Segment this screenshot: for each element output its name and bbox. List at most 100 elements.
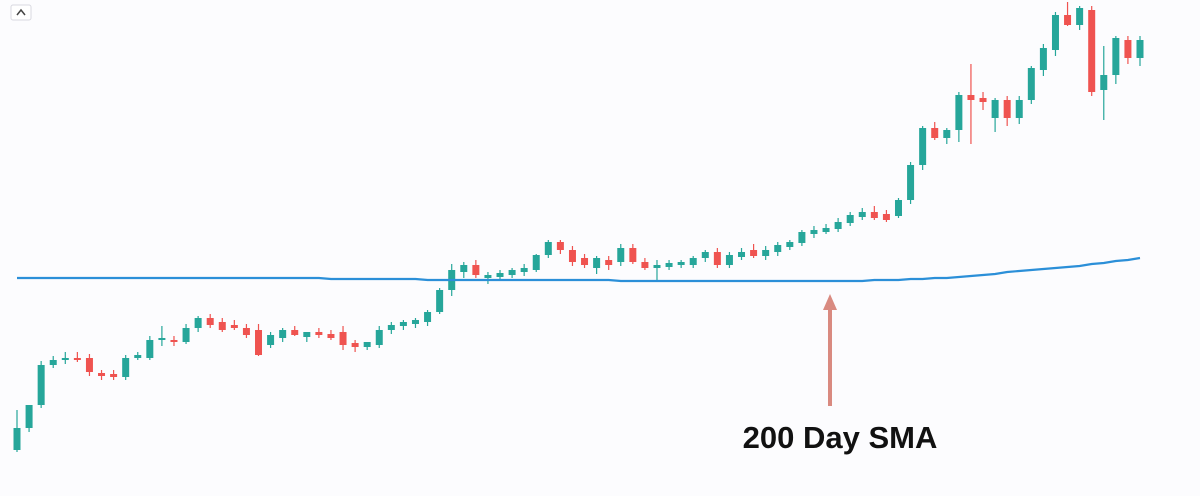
candle-body	[1100, 75, 1108, 90]
candle-body	[786, 242, 794, 247]
candle-body	[1076, 8, 1084, 25]
sma-line	[17, 256, 1141, 283]
candle-body	[484, 275, 492, 278]
collapse-button[interactable]	[10, 4, 32, 21]
candle-body	[532, 255, 540, 270]
candle-body	[351, 343, 359, 347]
candle-body	[146, 340, 154, 358]
candle-body	[653, 265, 661, 268]
candle-body	[520, 268, 528, 272]
candle-body	[979, 98, 987, 102]
candle-body	[677, 262, 685, 265]
candle-body	[568, 250, 576, 262]
candle-body	[98, 373, 106, 376]
collapse-icon	[16, 8, 26, 16]
candle-body	[194, 318, 202, 328]
candle-body	[822, 228, 830, 232]
candle-body	[230, 325, 238, 328]
candle-body	[919, 128, 927, 165]
candle-body	[1015, 100, 1023, 118]
candle-body	[858, 212, 866, 217]
candle-body	[25, 405, 33, 428]
candle-body	[496, 273, 504, 277]
candle-body	[134, 355, 142, 358]
candle-body	[61, 358, 69, 360]
candle-body	[436, 290, 444, 312]
candle-body	[629, 248, 637, 262]
annotation: 200 Day SMA	[743, 420, 938, 455]
candle-body	[834, 222, 842, 229]
candle-body	[1027, 68, 1035, 100]
candle-body	[13, 428, 21, 450]
candle-body	[315, 332, 323, 335]
candle-body	[85, 358, 93, 372]
candle-body	[267, 335, 275, 345]
candle-body	[605, 260, 613, 265]
candle-body	[158, 338, 166, 340]
candle-body	[689, 258, 697, 265]
candle-body	[713, 252, 721, 265]
candle-body	[762, 250, 770, 256]
candle-body	[665, 263, 673, 267]
candle-body	[375, 330, 383, 345]
candle-body	[894, 200, 902, 216]
candle-body	[1003, 100, 1011, 118]
candle-body	[424, 312, 432, 322]
candle-body	[1064, 15, 1072, 25]
candle-body	[110, 374, 118, 377]
candle-body	[255, 330, 263, 355]
candle-body	[870, 212, 878, 218]
candle-body	[701, 252, 709, 258]
candle-body	[279, 330, 287, 338]
candle-body	[399, 322, 407, 326]
candle-body	[955, 95, 963, 130]
candle-body	[750, 250, 758, 256]
candle-body	[327, 334, 335, 338]
candle-body	[460, 265, 468, 272]
candle-body	[991, 100, 999, 118]
candle-body	[931, 128, 939, 138]
candle-body	[303, 332, 311, 337]
candle-body	[907, 165, 915, 200]
candle-body	[1088, 10, 1096, 92]
candle-body	[810, 230, 818, 234]
candle-body	[738, 252, 746, 257]
candle-body	[641, 262, 649, 268]
arrow-head	[823, 294, 837, 310]
candle-body	[472, 265, 480, 275]
candle-body	[37, 365, 45, 405]
candle-body	[882, 214, 890, 220]
candle-body	[387, 325, 395, 330]
candle-body	[170, 340, 178, 342]
candle-body	[291, 330, 299, 335]
candle-body	[1112, 38, 1120, 75]
candle-body	[73, 358, 81, 360]
candle-body	[49, 360, 57, 365]
candle-body	[182, 328, 190, 342]
candle-body	[242, 328, 250, 335]
candle-body	[339, 332, 347, 345]
candle-body	[544, 242, 552, 255]
candle-body	[846, 215, 854, 223]
candle-body	[581, 258, 589, 265]
candle-body	[774, 245, 782, 252]
candle-body	[218, 322, 226, 330]
candle-body	[943, 130, 951, 138]
candle-body	[508, 270, 516, 275]
candle-body	[206, 318, 214, 325]
candle-body	[617, 248, 625, 262]
candle-body	[411, 320, 419, 324]
candle-body	[1051, 15, 1059, 50]
candle-body	[798, 232, 806, 243]
candle-body	[593, 258, 601, 268]
candle-body	[1124, 40, 1132, 58]
plot	[13, 2, 1144, 452]
candle-body	[967, 95, 975, 100]
candle-body	[1039, 48, 1047, 70]
candle-body	[725, 255, 733, 265]
candle-body	[122, 358, 130, 377]
candle-body	[556, 242, 564, 250]
candle-body	[363, 342, 371, 347]
